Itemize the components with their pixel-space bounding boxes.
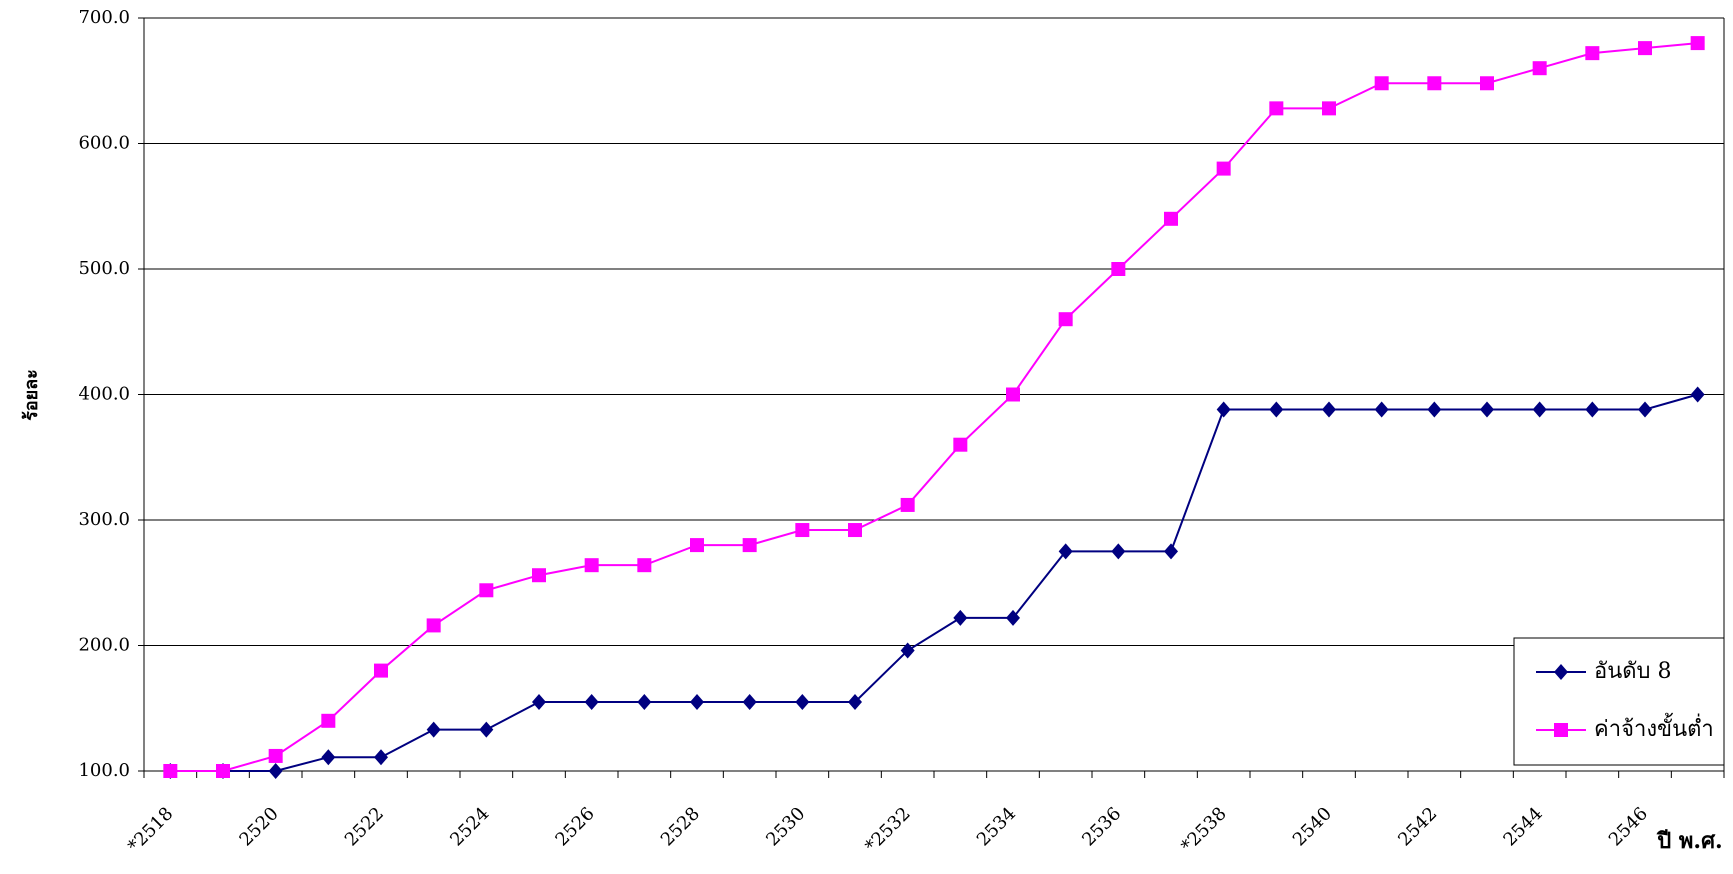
y-tick-label: 700.0 [78,7,130,28]
data-point [1374,401,1389,418]
x-tick-label: 2544 [1499,803,1546,850]
data-point [1006,609,1020,626]
data-point [637,558,652,573]
data-point [426,721,441,738]
data-point [1480,76,1494,91]
x-tick-label: 2528 [657,803,704,850]
data-point [268,763,283,779]
series-line [170,393,1698,772]
x-tick-label: 2546 [1605,803,1652,850]
data-point [1269,101,1284,116]
data-point [795,693,810,710]
data-point [690,538,704,553]
data-point [1216,161,1231,176]
data-point [1690,386,1705,403]
x-tick-label: 2530 [762,803,809,850]
data-point [321,713,336,728]
y-tick-label: 300.0 [78,509,130,530]
data-point [1058,543,1073,560]
data-point [953,609,968,626]
x-tick-label: *2532 [861,803,915,857]
x-tick-label: 2526 [551,803,598,850]
data-point [795,523,810,538]
y-axis-label: ร้อยละ [21,369,42,421]
data-point [1164,211,1178,226]
data-point [1585,401,1600,418]
data-point [268,748,283,763]
data-point [532,568,546,583]
data-point [1638,41,1652,56]
data-point [742,538,757,553]
data-point [1322,401,1336,418]
legend-marker [1554,664,1568,680]
legend-box [1513,637,1725,766]
data-point [532,693,546,710]
data-point [742,693,757,710]
y-tick-label: 400.0 [78,384,130,405]
data-point [1058,312,1073,327]
x-tick-label: 2522 [341,803,388,850]
series-line [170,42,1698,772]
data-point [1111,262,1126,276]
data-point [1480,401,1494,418]
data-point [479,583,494,598]
data-point [1427,401,1442,418]
legend-label: ค่าจ้างขั้นต่ำ [1594,713,1714,742]
data-point [426,618,441,633]
data-point [479,721,494,738]
data-point [900,497,915,512]
x-tick-label: 2542 [1394,803,1441,850]
y-tick-label: 100.0 [78,760,130,781]
data-point [1111,543,1126,560]
data-point [321,749,336,766]
legend-label: อันดับ 8 [1594,659,1672,684]
data-point [1585,46,1600,61]
data-point [163,764,178,778]
data-point [848,693,862,710]
x-tick-label: 2524 [446,803,493,850]
data-point [374,749,388,766]
data-point [1269,401,1284,418]
data-point [1374,76,1389,91]
x-tick-label: 2534 [973,803,1020,850]
x-tick-label: 2536 [1078,803,1125,850]
data-point [1322,101,1336,116]
y-tick-label: 500.0 [78,258,130,279]
data-point [900,642,915,659]
data-point [690,693,704,710]
data-point [1427,76,1442,91]
x-axis-label: ปี พ.ศ. [1656,828,1723,854]
data-point [584,558,599,573]
y-tick-label: 200.0 [78,635,130,656]
x-tick-label: *2518 [124,803,178,857]
data-point [1690,36,1705,51]
data-point [374,663,388,678]
x-tick-label: 2540 [1289,803,1336,850]
data-point [848,523,862,538]
data-point [1532,61,1547,76]
data-point [216,764,230,778]
x-tick-label: 2520 [235,803,282,850]
data-point [1006,387,1020,402]
data-point [1216,401,1231,418]
data-point [584,693,599,710]
legend-marker [1554,723,1568,737]
y-tick-label: 600.0 [78,133,130,154]
data-point [1164,543,1178,560]
data-point [637,693,652,710]
x-tick-label: *2538 [1177,803,1231,857]
data-point [1638,401,1652,418]
data-point [953,437,968,452]
data-point [1532,401,1547,418]
